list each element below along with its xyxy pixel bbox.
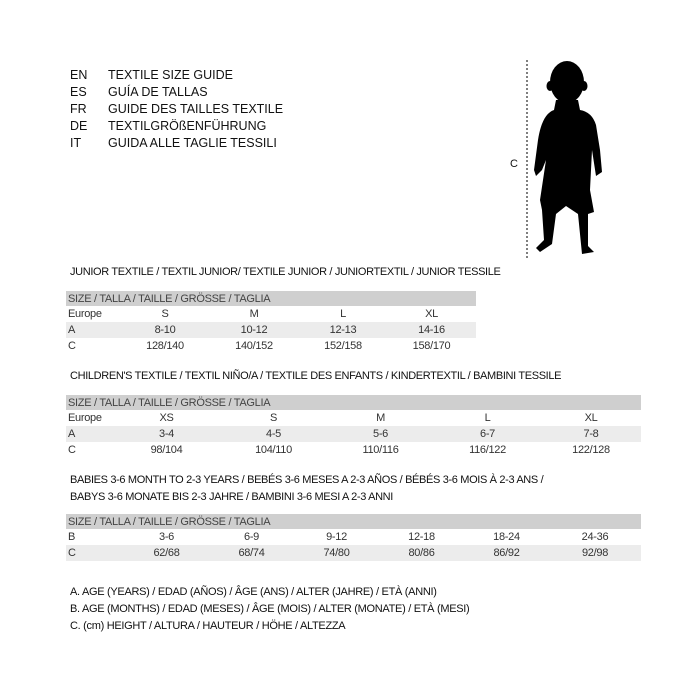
row-label: Europe (68, 308, 102, 320)
cell: 24-36 (581, 531, 609, 543)
cell: 62/68 (124, 545, 209, 561)
lang-title-en: TEXTILE SIZE GUIDE (108, 68, 234, 82)
legend-b: B. AGE (MONTHS) / EDAD (MESES) / ÂGE (MO… (70, 603, 470, 615)
cell: XL (584, 412, 598, 424)
cell: 8-10 (121, 322, 209, 338)
cell: M (376, 412, 385, 424)
cell: 152/158 (324, 340, 362, 352)
height-label: C (510, 158, 518, 170)
cell: 7-8 (541, 426, 641, 442)
cell: 5-6 (327, 426, 434, 442)
cell: 140/152 (235, 340, 273, 352)
children-size-table: SIZE / TALLA / TAILLE / GRÖSSE / TAGLIA … (66, 395, 641, 458)
cell: S (161, 308, 169, 320)
table-row: C 62/68 68/74 74/80 80/86 86/92 92/98 (66, 545, 641, 561)
child-silhouette-icon (526, 60, 602, 258)
table-row: C 128/140 140/152 152/158 158/170 (66, 338, 476, 354)
row-label: C (66, 545, 124, 561)
cell: 6-9 (244, 531, 259, 543)
cell: 110/116 (362, 444, 399, 456)
cell: M (249, 308, 259, 320)
cell: 122/128 (572, 444, 610, 456)
lang-title-es: GUÍA DE TALLAS (108, 85, 208, 99)
babies-section-title-line1: BABIES 3-6 MONTH TO 2-3 YEARS / BEBÉS 3-… (70, 474, 544, 486)
cell: 74/80 (294, 545, 379, 561)
lang-code-es: ES (70, 85, 87, 99)
lang-title-it: GUIDA ALLE TAGLIE TESSILI (108, 136, 277, 150)
lang-code-it: IT (70, 136, 82, 150)
cell: 14-16 (387, 322, 476, 338)
babies-size-table: SIZE / TALLA / TAILLE / GRÖSSE / TAGLIA … (66, 514, 641, 561)
row-label: C (68, 444, 76, 456)
row-label: C (68, 340, 76, 352)
cell: 98/104 (150, 444, 183, 456)
cell: XL (425, 308, 438, 320)
cell: 80/86 (379, 545, 464, 561)
cell: 3-4 (113, 426, 220, 442)
legend-a: A. AGE (YEARS) / EDAD (AÑOS) / ÂGE (ANS)… (70, 586, 437, 598)
lang-code-de: DE (70, 119, 88, 133)
cell: 68/74 (209, 545, 294, 561)
cell: 92/98 (549, 545, 641, 561)
legend-c: C. (cm) HEIGHT / ALTURA / HAUTEUR / HÖHE… (70, 620, 346, 632)
row-label: A (66, 426, 113, 442)
table-header: SIZE / TALLA / TAILLE / GRÖSSE / TAGLIA (66, 291, 476, 306)
cell: S (269, 412, 278, 424)
cell: 104/110 (255, 444, 292, 456)
cell: 12-18 (408, 531, 435, 543)
table-header: SIZE / TALLA / TAILLE / GRÖSSE / TAGLIA (66, 514, 641, 529)
cell: 12-13 (299, 322, 387, 338)
table-row: A 3-4 4-5 5-6 6-7 7-8 (66, 426, 641, 442)
lang-code-en: EN (70, 68, 88, 82)
cell: 4-5 (220, 426, 327, 442)
row-label: Europe (68, 412, 102, 424)
table-row: C 98/104 104/110 110/116 116/122 122/128 (66, 442, 641, 458)
table-row: A 8-10 10-12 12-13 14-16 (66, 322, 476, 338)
cell: 158/170 (412, 340, 451, 352)
junior-section-title: JUNIOR TEXTILE / TEXTIL JUNIOR/ TEXTILE … (70, 266, 501, 278)
table-row: B 3-6 6-9 9-12 12-18 18-24 24-36 (66, 529, 641, 545)
children-section-title: CHILDREN'S TEXTILE / TEXTIL NIÑO/A / TEX… (70, 370, 562, 382)
table-row: Europe XS S M L XL (66, 410, 641, 426)
cell: 9-12 (326, 531, 347, 543)
lang-title-fr: GUIDE DES TAILLES TEXTILE (108, 102, 284, 116)
junior-size-table: SIZE / TALLA / TAILLE / GRÖSSE / TAGLIA … (66, 291, 476, 354)
cell: 18-24 (493, 531, 520, 543)
cell: XS (159, 412, 174, 424)
cell: 6-7 (434, 426, 541, 442)
cell: 10-12 (209, 322, 299, 338)
babies-section-title-line2: BABYS 3-6 MONATE BIS 2-3 JAHRE / BAMBINI… (70, 491, 393, 503)
cell: L (340, 308, 346, 320)
row-label: B (68, 531, 76, 543)
cell: 116/122 (469, 444, 506, 456)
lang-code-fr: FR (70, 102, 87, 116)
cell: 86/92 (464, 545, 549, 561)
cell: L (484, 412, 491, 424)
cell: 3-6 (159, 531, 174, 543)
lang-title-de: TEXTILGRÖßENFÜHRUNG (108, 119, 267, 133)
row-label: A (66, 322, 121, 338)
table-header: SIZE / TALLA / TAILLE / GRÖSSE / TAGLIA (66, 395, 641, 410)
cell: 128/140 (146, 340, 184, 352)
table-row: Europe S M L XL (66, 306, 476, 322)
